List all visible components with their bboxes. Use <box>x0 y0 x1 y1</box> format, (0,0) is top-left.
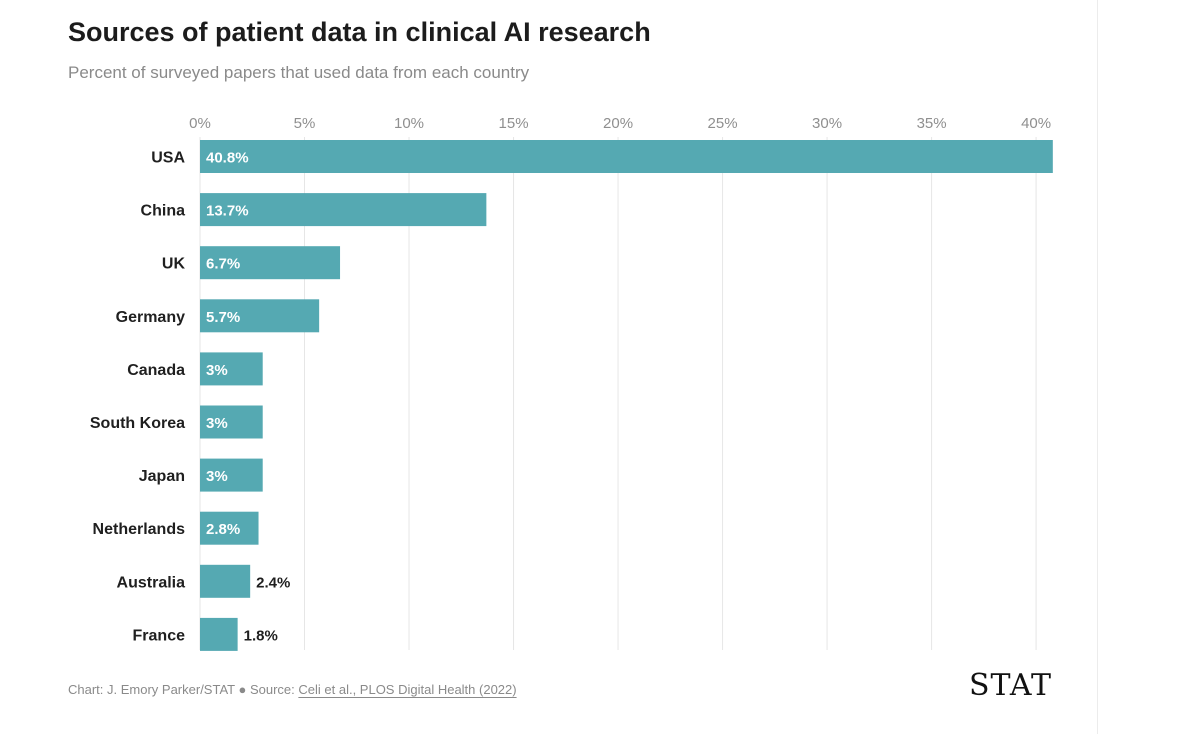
chart-card: Sources of patient data in clinical AI r… <box>68 0 1098 734</box>
x-tick-label: 20% <box>603 115 633 132</box>
bar-chart: 0% 5% 10% 15% 20% 25% 30% 35% 40% USA China UK Germ… <box>90 115 1053 651</box>
bar <box>200 246 341 280</box>
stat-logo: STAT <box>969 668 1052 703</box>
x-tick-label: 0% <box>189 115 211 132</box>
bar <box>200 511 259 545</box>
bar <box>200 458 263 492</box>
category-label: South Korea <box>90 415 185 432</box>
bar <box>200 564 251 598</box>
value-label: 1.8% <box>244 627 278 644</box>
value-label: 3% <box>206 415 228 432</box>
chart-footer: Chart: J. Emory Parker/STAT ● Source: Ce… <box>68 682 517 697</box>
bar <box>200 299 320 333</box>
category-labels: USA China UK Germany Canada South Korea Japan N… <box>90 150 186 645</box>
bar <box>200 617 238 651</box>
x-tick-label: 30% <box>812 115 842 132</box>
value-label: 40.8% <box>206 150 249 167</box>
category-label: USA <box>151 150 185 167</box>
x-tick-label: 5% <box>294 115 316 132</box>
credit-text: Chart: J. Emory Parker/STAT <box>68 682 235 697</box>
chart-title: Sources of patient data in clinical AI r… <box>68 17 651 47</box>
category-label: Australia <box>117 574 186 591</box>
source-prefix: ● Source: <box>234 682 299 697</box>
x-axis-ticks: 0% 5% 10% 15% 20% 25% 30% 35% 40% <box>189 115 1051 132</box>
value-label: 3% <box>206 362 228 379</box>
x-tick-label: 25% <box>708 115 738 132</box>
category-label: UK <box>162 256 186 273</box>
value-label: 5.7% <box>206 309 240 326</box>
bar <box>200 405 263 439</box>
category-label: Netherlands <box>93 521 186 538</box>
source-link[interactable]: Celi et al., PLOS Digital Health (2022) <box>298 682 517 697</box>
category-label: Germany <box>116 309 185 326</box>
category-label: Japan <box>139 468 185 485</box>
category-label: France <box>133 627 186 644</box>
value-label: 3% <box>206 468 228 485</box>
value-label: 2.4% <box>256 574 290 591</box>
value-label: 13.7% <box>206 203 249 220</box>
x-tick-label: 10% <box>394 115 424 132</box>
chart-subtitle: Percent of surveyed papers that used dat… <box>68 63 530 82</box>
category-label: China <box>141 203 186 220</box>
gridlines <box>199 137 1037 650</box>
bar <box>200 193 487 227</box>
bars <box>200 140 1053 651</box>
value-label: 6.7% <box>206 256 240 273</box>
category-label: Canada <box>127 362 185 379</box>
value-labels: 40.8% 13.7% 6.7% 5.7% 3% 3% 3% 2.8% 2.4% 1.8% <box>206 150 290 645</box>
bar <box>200 140 1053 173</box>
value-label: 2.8% <box>206 521 240 538</box>
x-tick-label: 15% <box>499 115 529 132</box>
bar <box>200 352 263 386</box>
x-tick-label: 35% <box>917 115 947 132</box>
x-tick-label: 40% <box>1021 115 1051 132</box>
